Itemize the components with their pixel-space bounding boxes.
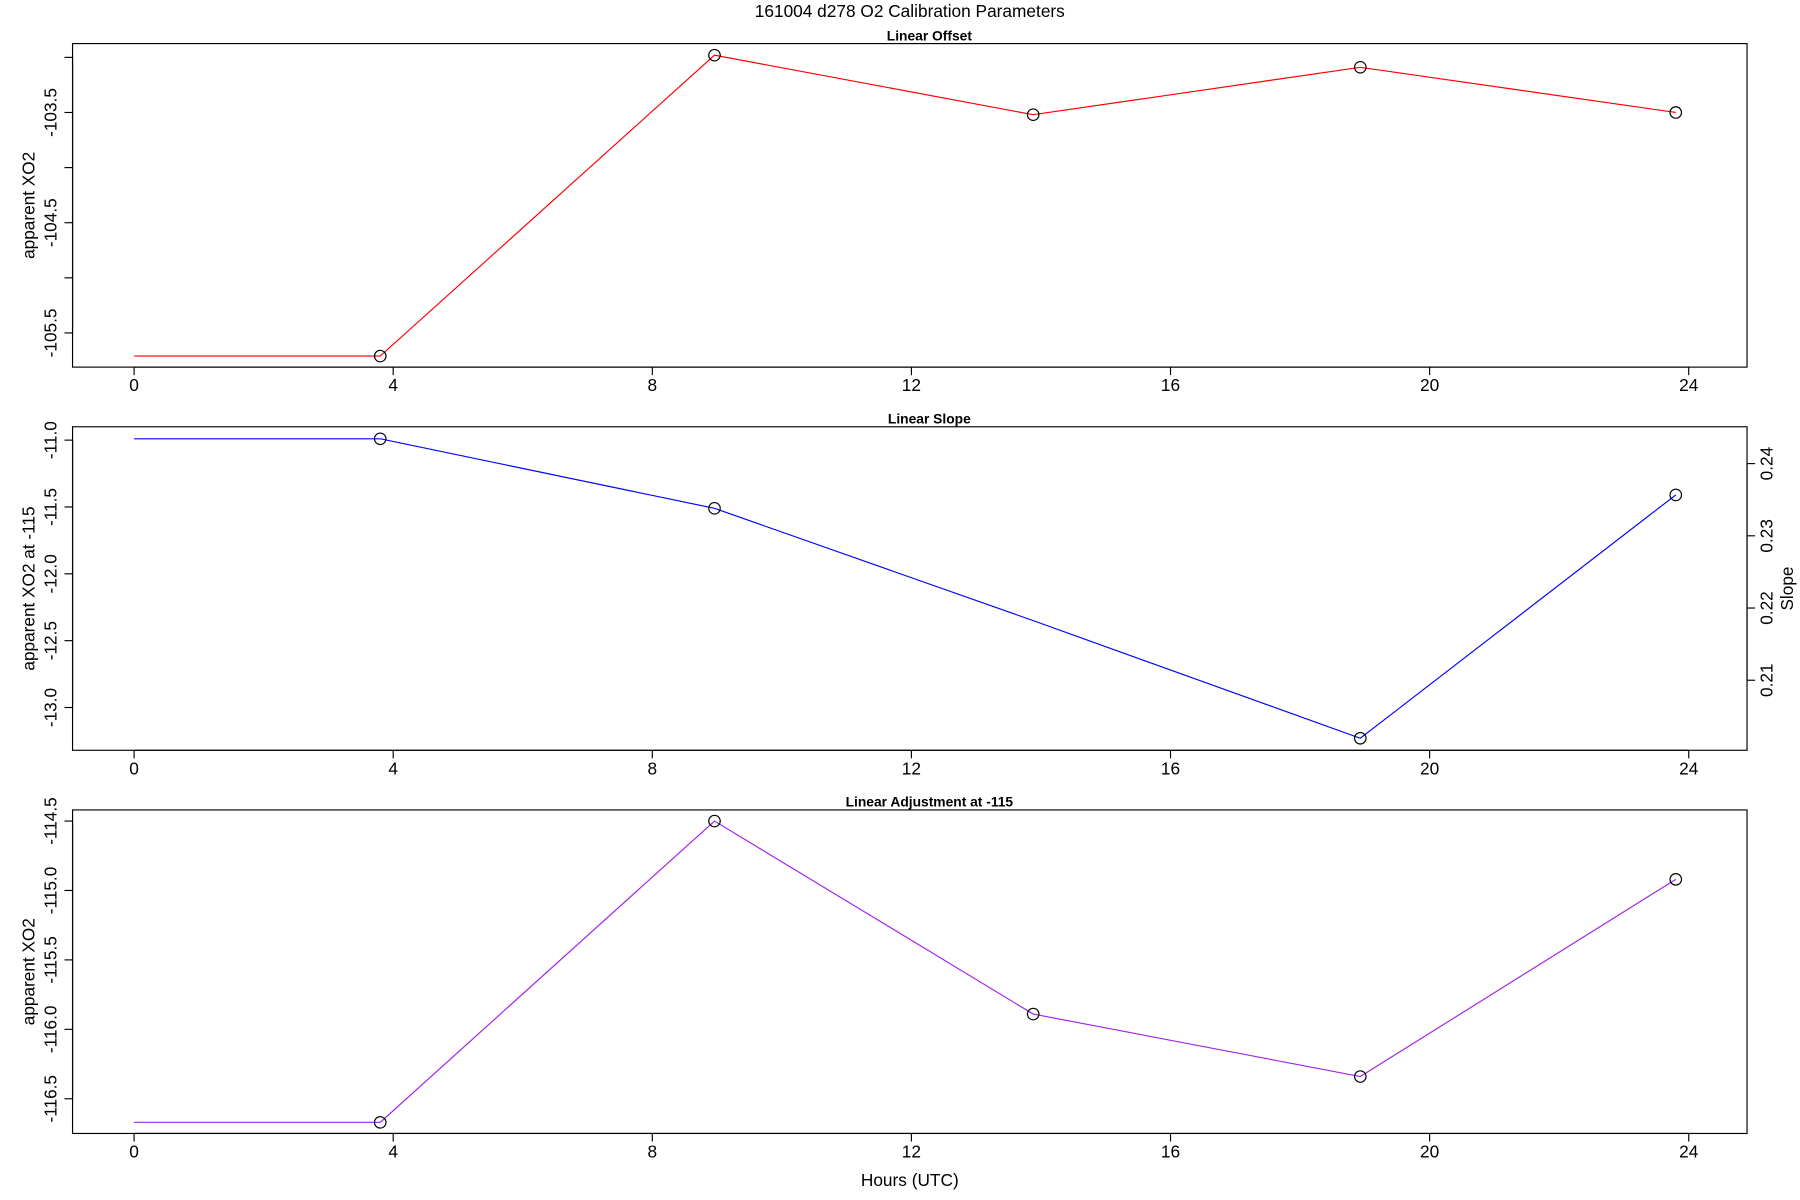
y-tick-label: -13.0 (40, 688, 60, 727)
x-tick-label: 16 (1161, 375, 1180, 395)
y2-tick-label: 0.24 (1756, 446, 1776, 480)
y-tick-label: -104.5 (40, 198, 60, 247)
y2-tick-label: 0.22 (1756, 591, 1776, 624)
x-tick-label: 8 (647, 1142, 657, 1162)
x-tick-label: 12 (902, 375, 921, 395)
x-tick-label: 12 (902, 1142, 921, 1162)
x-tick-label: 20 (1420, 1142, 1439, 1162)
y-tick-label: -115.5 (40, 936, 60, 984)
x-tick-label: 16 (1161, 758, 1180, 778)
data-point (708, 502, 721, 515)
x-tick-label: 0 (129, 375, 139, 395)
data-point (373, 1116, 387, 1129)
data-point (1026, 1007, 1040, 1021)
data-point (1353, 731, 1367, 745)
data-point (1669, 106, 1683, 119)
x-tick-label: 4 (388, 375, 398, 395)
figure-title: 161004 d278 O2 Calibration Parameters (755, 1, 1065, 21)
x-tick-label: 12 (902, 758, 921, 778)
y-tick-label: -12.0 (40, 554, 60, 593)
x-tick-label: 0 (129, 758, 139, 778)
panel-title: Linear Slope (888, 412, 971, 427)
y2-axis-label: Slope (1777, 567, 1797, 611)
x-tick-label: 8 (647, 758, 657, 778)
data-point (1026, 108, 1040, 122)
panel-title: Linear Adjustment at -115 (846, 795, 1014, 810)
data-point (1353, 60, 1367, 74)
y2-tick-label: 0.23 (1756, 519, 1776, 552)
data-point (1353, 1070, 1367, 1083)
y-tick-label: -116.5 (40, 1075, 60, 1123)
panel-title: Linear Offset (887, 28, 973, 43)
x-tick-label: 24 (1679, 758, 1699, 778)
series-line (134, 54, 1676, 357)
y-tick-label: -114.5 (40, 797, 60, 845)
y-axis-label: apparent XO2 at -115 (18, 506, 38, 670)
y-tick-label: -116.0 (40, 1006, 60, 1054)
x-axis-label: Hours (UTC) (861, 1170, 959, 1190)
y2-tick-label: 0.21 (1756, 663, 1776, 696)
y-axis-label: apparent XO2 (18, 918, 38, 1025)
series-line (134, 820, 1677, 1123)
data-point (1669, 488, 1683, 502)
x-tick-label: 0 (129, 1142, 139, 1162)
series-line (134, 438, 1677, 739)
x-tick-label: 4 (388, 1142, 398, 1162)
x-tick-label: 24 (1679, 1142, 1699, 1162)
x-tick-label: 8 (647, 375, 657, 395)
x-tick-label: 20 (1420, 758, 1439, 778)
data-point (708, 48, 721, 62)
data-point (373, 432, 387, 446)
y-tick-label: -11.5 (40, 488, 60, 526)
y-tick-label: -11.0 (40, 421, 60, 459)
data-point (1669, 873, 1683, 886)
x-tick-label: 16 (1161, 1142, 1180, 1162)
y-tick-label: -103.5 (40, 88, 60, 137)
y-axis-label: apparent XO2 (18, 152, 38, 259)
x-tick-label: 24 (1679, 375, 1699, 395)
data-point (708, 814, 721, 828)
x-tick-label: 20 (1420, 375, 1439, 395)
y-tick-label: -12.5 (40, 621, 60, 660)
data-point (373, 349, 387, 363)
y-tick-label: -105.5 (40, 309, 60, 358)
y-tick-label: -115.0 (40, 867, 60, 915)
x-tick-label: 4 (388, 758, 398, 778)
